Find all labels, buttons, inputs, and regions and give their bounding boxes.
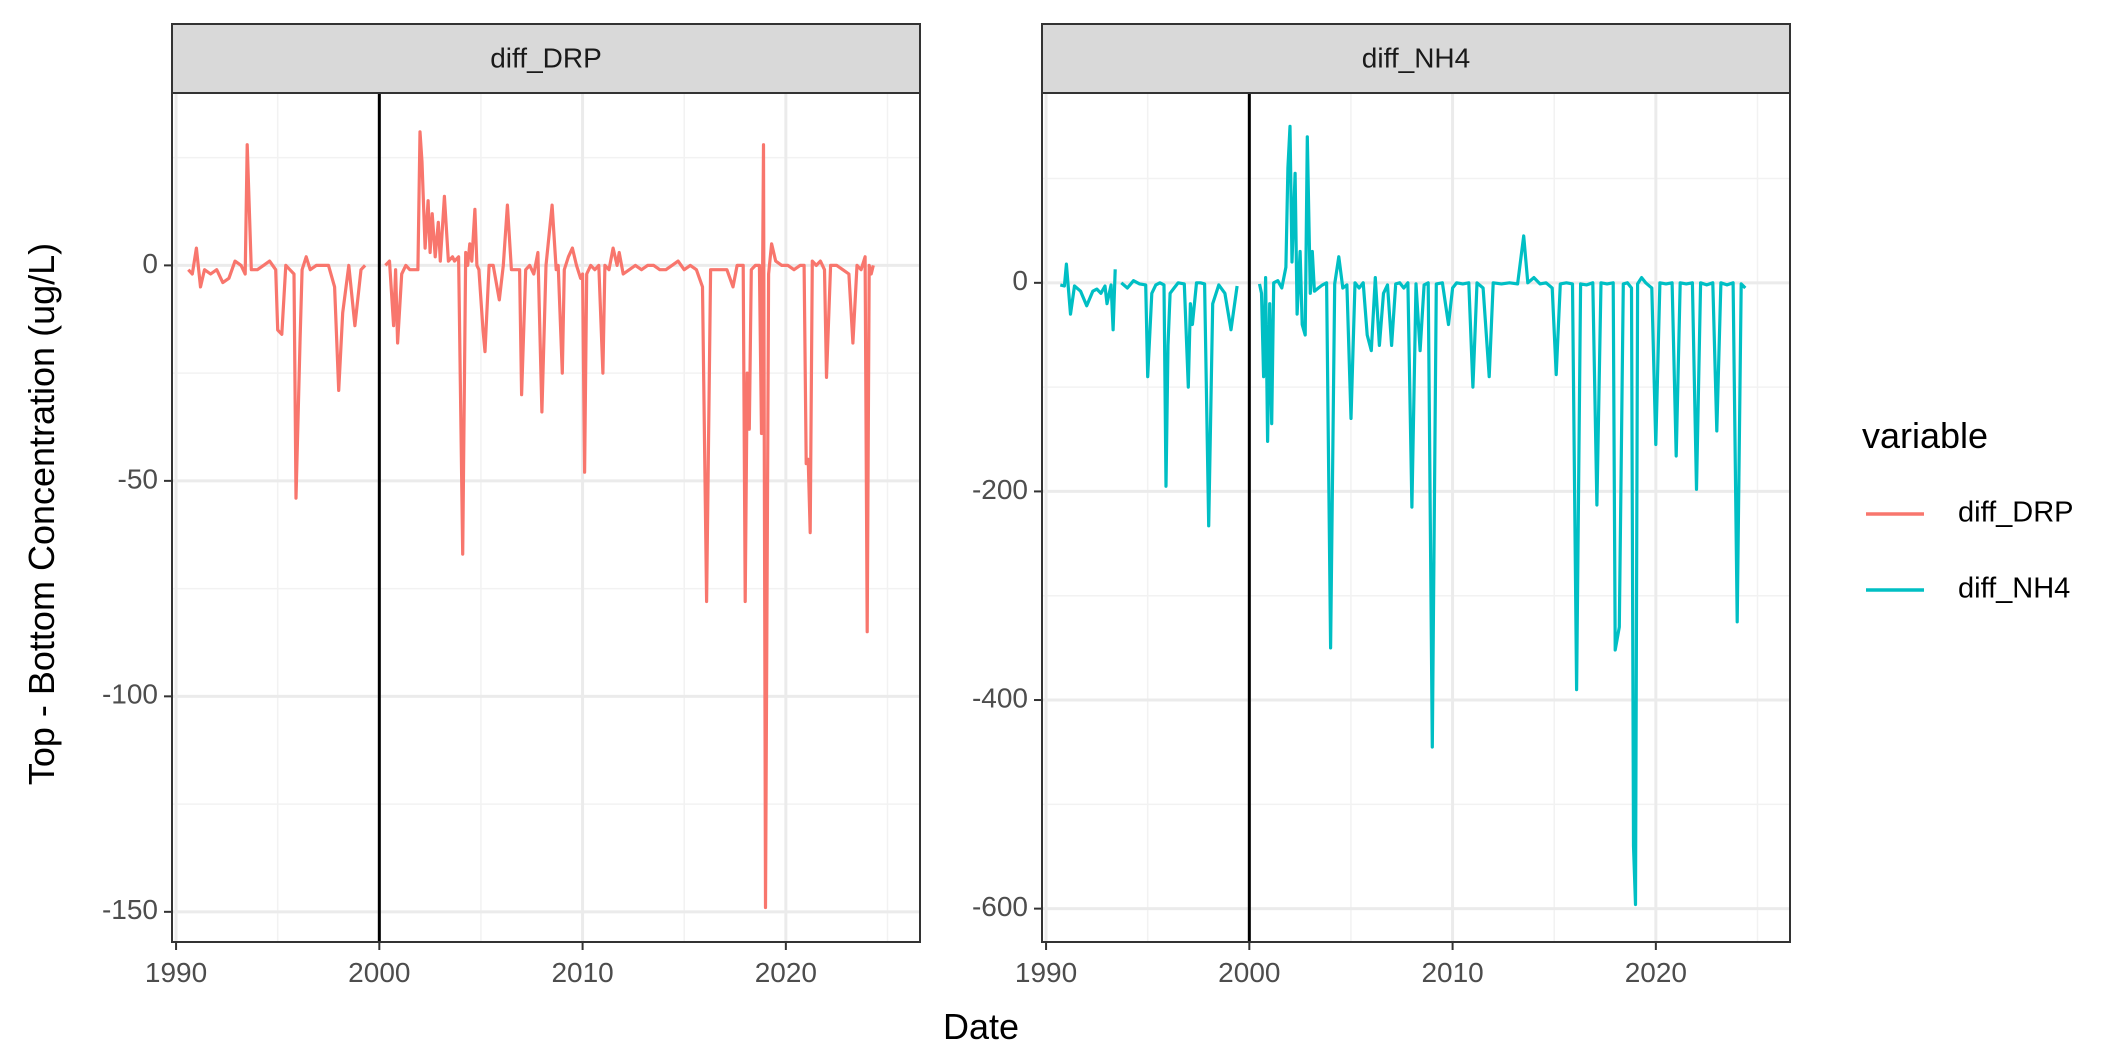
strip-label: diff_NH4 xyxy=(1362,42,1470,73)
y-tick-label: -100 xyxy=(102,679,158,710)
series-line xyxy=(384,130,875,910)
panel-border xyxy=(1041,92,1791,943)
legend-title: variable xyxy=(1862,415,1988,456)
plot-area xyxy=(172,93,920,942)
y-tick-label: -50 xyxy=(118,463,158,494)
legend-label-diff-nh4: diff_NH4 xyxy=(1958,573,2070,605)
series-line xyxy=(1120,279,1239,528)
axis-ticks: 1990 2000 2010 2020 0 -200 -400 -600 xyxy=(972,265,1687,988)
x-axis-title: Date xyxy=(943,1006,1019,1047)
legend-item-diff-nh4: diff_NH4 xyxy=(1866,573,2070,605)
y-tick-label: 0 xyxy=(142,248,158,279)
y-tick-label: -400 xyxy=(972,682,1028,713)
series-diff-drp xyxy=(187,93,875,942)
y-tick-label: -200 xyxy=(972,474,1028,505)
x-tick-label: 2010 xyxy=(551,957,613,988)
x-tick-label: 2000 xyxy=(1218,957,1280,988)
legend-item-diff-drp: diff_DRP xyxy=(1866,497,2074,529)
strip-background xyxy=(171,23,921,94)
legend-label-diff-drp: diff_DRP xyxy=(1958,497,2074,529)
y-tick-label: -150 xyxy=(102,894,158,925)
panel-diff-drp: diff_DRP 1990 2000 2010 2020 0 -50 -100 -150 xyxy=(102,23,921,988)
legend: variable diff_DRP diff_NH4 xyxy=(1862,415,2074,605)
x-tick-label: 1990 xyxy=(1015,957,1077,988)
y-tick-label: 0 xyxy=(1012,265,1028,296)
panel-diff-nh4: diff_NH4 1990 2000 2010 2020 0 -200 -400 -600 xyxy=(972,23,1791,988)
strip-background xyxy=(1041,23,1791,94)
series-line xyxy=(187,143,367,500)
x-tick-label: 2010 xyxy=(1421,957,1483,988)
panel-border xyxy=(171,92,921,943)
x-tick-label: 2000 xyxy=(348,957,410,988)
strip-label: diff_DRP xyxy=(490,42,602,73)
y-tick-label: -600 xyxy=(972,891,1028,922)
x-tick-label: 2020 xyxy=(1625,957,1687,988)
plot-area xyxy=(1042,93,1790,942)
x-tick-label: 1990 xyxy=(145,957,207,988)
y-axis-title: Top - Bottom Concentration (ug/L) xyxy=(21,243,62,785)
x-tick-label: 2020 xyxy=(755,957,817,988)
series-diff-nh4 xyxy=(1059,93,1747,942)
series-line xyxy=(1257,124,1747,907)
series-line xyxy=(1059,262,1117,332)
axis-ticks: 1990 2000 2010 2020 0 -50 -100 -150 xyxy=(102,248,817,988)
